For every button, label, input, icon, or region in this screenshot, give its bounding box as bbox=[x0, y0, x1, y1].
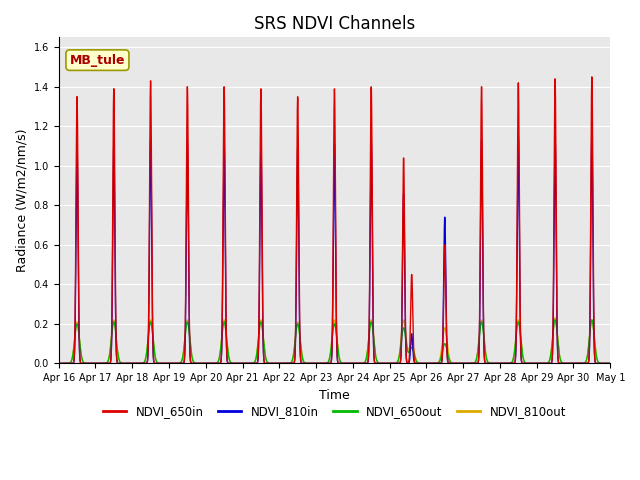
X-axis label: Time: Time bbox=[319, 389, 350, 402]
Y-axis label: Radiance (W/m2/nm/s): Radiance (W/m2/nm/s) bbox=[15, 129, 28, 272]
Title: SRS NDVI Channels: SRS NDVI Channels bbox=[254, 15, 415, 33]
Text: MB_tule: MB_tule bbox=[70, 54, 125, 67]
Legend: NDVI_650in, NDVI_810in, NDVI_650out, NDVI_810out: NDVI_650in, NDVI_810in, NDVI_650out, NDV… bbox=[98, 400, 571, 423]
